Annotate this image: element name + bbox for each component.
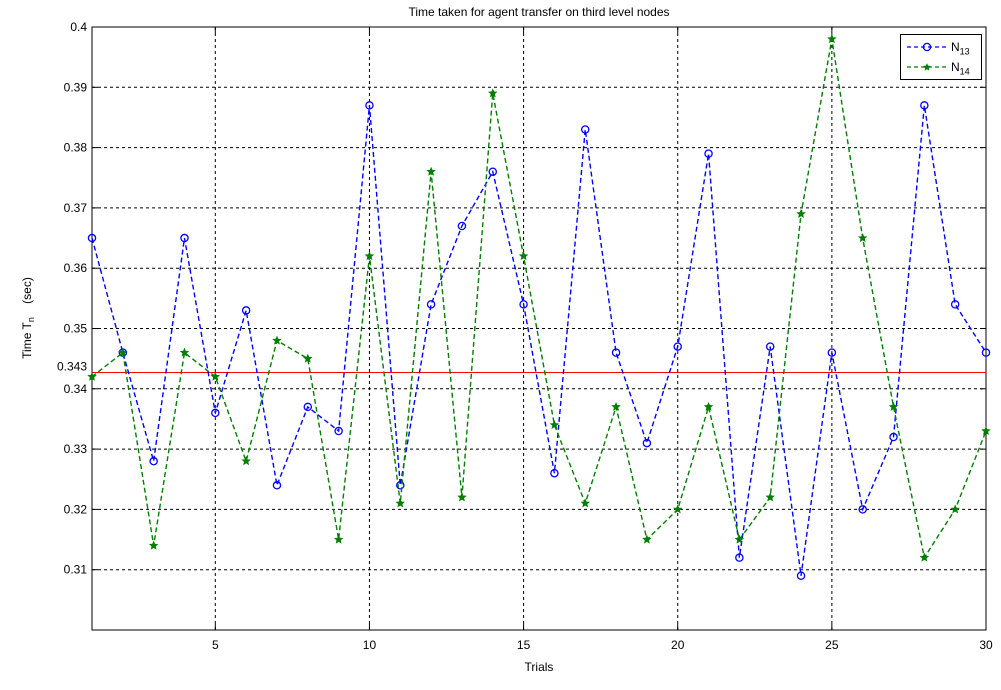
x-tick-label: 5 [212,638,219,652]
data-point-n14 [672,504,683,514]
y-axis-title-sub: n [26,317,37,323]
data-point-n14 [580,498,590,508]
data-point-n13 [735,553,744,562]
y-tick-label: 0.31 [64,563,88,577]
y-tick-label: 0.39 [64,80,88,94]
data-point-n14 [919,552,930,562]
data-point-n13 [858,505,867,514]
x-axis-title: Trials [524,660,554,674]
legend-marker-n14 [907,63,947,71]
data-point-n13 [827,348,837,357]
x-tick-label: 10 [363,638,377,652]
data-point-n13 [211,408,220,418]
data-point-n13 [272,481,282,490]
data-point-n13 [796,571,806,580]
data-point-n14 [857,233,868,243]
data-point-n13 [981,348,991,357]
data-point-n14 [703,401,714,411]
data-point-n14 [888,401,899,411]
data-point-n14 [87,371,97,381]
data-point-n13 [488,167,498,176]
y-tick-label: 0.35 [64,322,88,336]
y-tick-label: 0.4 [70,20,87,34]
data-point-n13 [180,233,189,243]
y-tick-label: 0.34 [64,382,88,396]
data-point-n14 [333,534,344,544]
data-point-n14 [426,166,436,176]
data-point-n13 [303,402,313,412]
chart-title: Time taken for agent transfer on third l… [408,5,670,19]
y-axis-title: Time Tn (sec) [20,277,36,359]
data-point-n13 [241,306,251,315]
legend-marker-n13 [907,42,947,52]
data-point-n13 [457,221,467,231]
data-point-n13 [149,456,158,466]
legend-entry-n13: N13 [901,37,981,57]
data-point-n13 [920,101,929,110]
data-point-n14 [148,540,159,550]
data-point-n13 [396,481,405,490]
x-tick-label: 15 [517,638,531,652]
data-point-n14 [518,251,529,261]
data-point-n14 [950,504,960,514]
data-point-n13 [611,348,621,357]
data-point-n13 [673,342,682,351]
data-point-n14 [549,419,560,430]
y-tick-label: 0.32 [64,502,88,516]
data-point-n14 [241,456,251,466]
data-point-n14 [796,208,806,218]
x-tick-label: 30 [979,638,993,652]
series-line-n14 [91,38,987,560]
data-point-n13 [704,149,713,158]
data-point-n14 [734,534,745,544]
data-point-n14 [272,335,282,345]
legend-label-n14: N14 [951,60,970,77]
x-tick-label: 25 [825,638,839,652]
data-point-n13 [889,432,898,442]
data-point-n13 [334,426,343,436]
y-axis-title-unit: (sec) [19,277,34,304]
y-tick-label: 0.38 [64,141,88,155]
data-point-n13 [365,101,374,110]
legend: N13 N14 [900,34,982,80]
data-point-n13 [580,125,590,134]
data-point-n14 [364,251,375,261]
data-point-n14 [765,492,775,502]
data-point-n13 [519,300,528,309]
data-point-n14 [827,34,837,44]
y-tick-label: 0.36 [64,261,88,275]
data-point-n14 [210,371,221,381]
data-point-n13 [87,233,97,243]
data-point-n14 [179,347,190,357]
legend-entry-n14: N14 [901,57,981,77]
data-point-n13 [426,300,436,309]
data-point-n14 [395,498,406,508]
legend-label-n13: N13 [951,40,970,57]
data-point-n14 [303,353,313,363]
data-point-n13 [765,342,775,351]
data-point-n14 [981,426,991,436]
series-line-n13 [91,105,987,576]
data-point-n14 [611,401,621,411]
x-tick-label: 20 [671,638,685,652]
y-tick-label: 0.37 [64,201,88,215]
data-point-n14 [488,88,498,98]
reference-line-label: 0.343 [57,360,87,374]
data-point-n13 [950,300,960,309]
y-axis-title-main: Time T [19,322,34,359]
y-tick-label: 0.33 [64,442,88,456]
data-point-n14 [457,492,467,502]
data-point-n14 [118,347,128,357]
data-point-n14 [642,534,652,544]
data-point-n13 [550,468,559,478]
data-point-n13 [642,438,652,448]
